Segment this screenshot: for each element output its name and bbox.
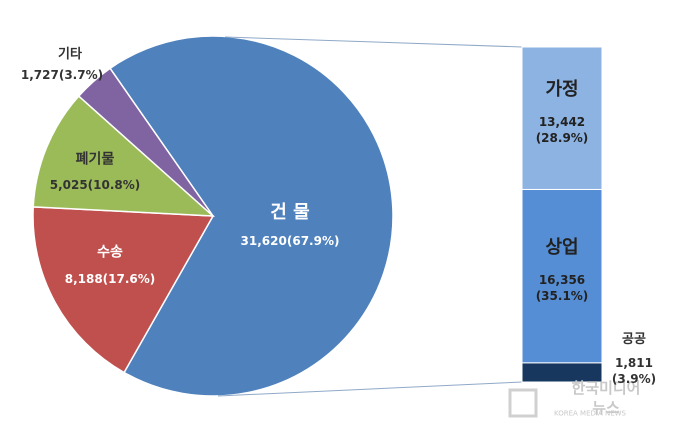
bar-value-label: 1,811 (3.9%) [611, 355, 657, 386]
pie-slice [77, 67, 214, 217]
pie-slice [32, 206, 215, 374]
legend-label: 상업 [545, 236, 579, 258]
connector [217, 381, 523, 397]
slice-label: 건 물 [270, 201, 310, 223]
watermark-title: 한국미디어뉴스 [571, 378, 641, 417]
slice-value-label: 5,025(10.8%) [49, 177, 141, 192]
bar-value-label: 16,356 (35.1%) [535, 272, 589, 304]
slice-value-label: 31,620(67.9%) [240, 233, 340, 248]
slice-label: 수송 [97, 244, 123, 261]
legend-label: 가정 [545, 79, 579, 101]
slice-value-label: 8,188(17.6%) [64, 271, 156, 286]
pie-slice [32, 95, 216, 217]
watermark-logo [508, 388, 538, 418]
bar-segment [521, 188, 603, 364]
connector [224, 36, 523, 48]
slice-label: 기타 [58, 47, 82, 63]
slice-label: 폐기물 [75, 151, 115, 168]
bar-value-label: 13,442 (28.9%) [535, 115, 589, 146]
watermark-subtitle: KOREA MEDIA NEWS [554, 409, 626, 418]
slice-value-label: 1,727(3.7%) [20, 67, 104, 82]
legend-label: 공공 [622, 332, 646, 348]
bar-segment [521, 46, 603, 190]
